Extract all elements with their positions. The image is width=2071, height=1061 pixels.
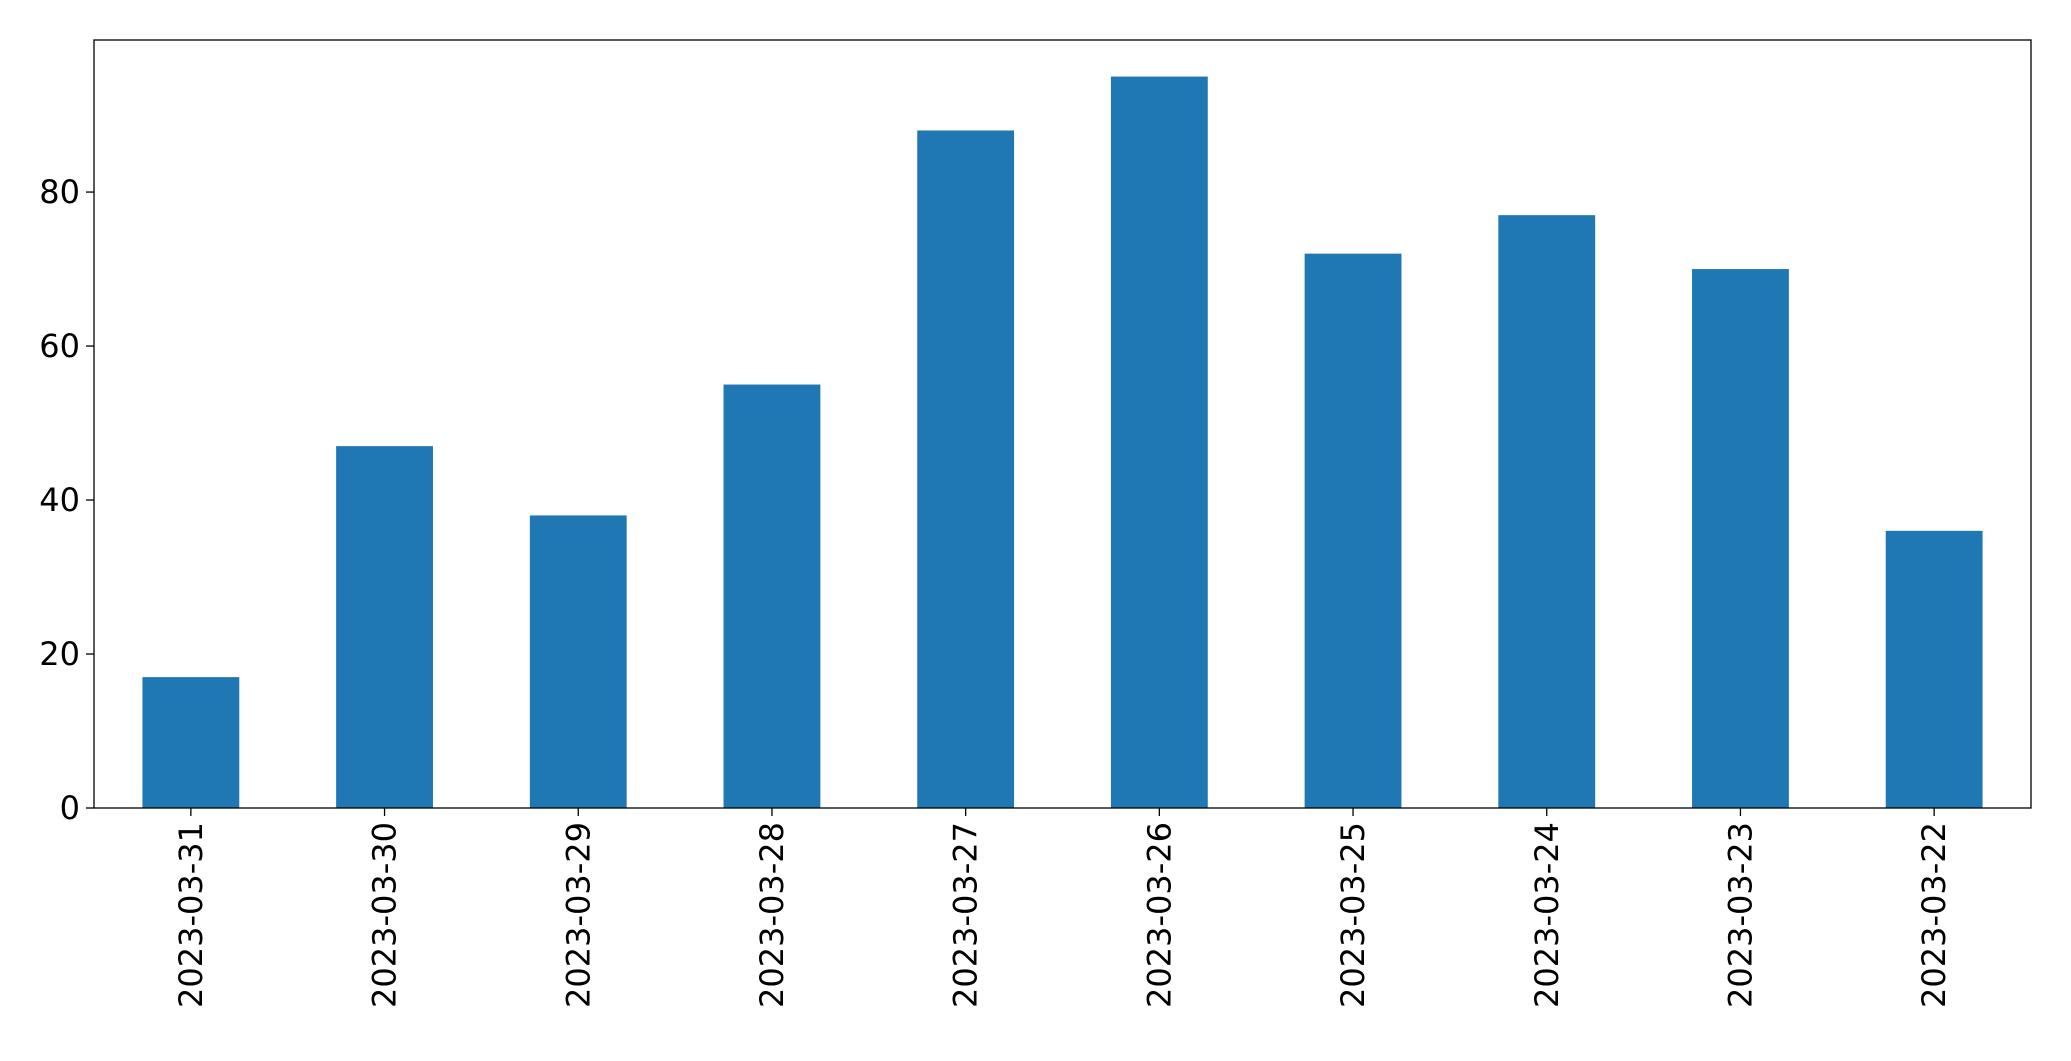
bar (529, 515, 627, 808)
y-tick-label: 40 (39, 481, 80, 519)
bar (1110, 76, 1208, 809)
y-tick-label: 20 (39, 635, 80, 673)
bar (1304, 253, 1402, 809)
x-tick-label: 2023-03-22 (1915, 822, 1953, 1008)
x-tick-label: 2023-03-25 (1334, 822, 1372, 1008)
plot-frame (93, 39, 2032, 809)
x-tick-label: 2023-03-24 (1528, 822, 1566, 1008)
x-tick-label: 2023-03-23 (1721, 822, 1759, 1008)
x-tick-label: 2023-03-31 (172, 822, 210, 1008)
x-tick-label: 2023-03-28 (753, 822, 791, 1008)
y-tick-label: 60 (39, 327, 80, 365)
bar (1885, 530, 1983, 808)
x-tick-label: 2023-03-26 (1140, 822, 1178, 1008)
bar (336, 446, 433, 808)
bar (1692, 269, 1789, 809)
y-tick-label: 0 (60, 789, 80, 827)
bar (917, 130, 1015, 808)
x-tick-label: 2023-03-27 (947, 822, 985, 1008)
bar (142, 677, 240, 808)
x-tick-label: 2023-03-29 (559, 822, 597, 1008)
bar (723, 384, 821, 808)
x-tick-label: 2023-03-30 (366, 822, 404, 1008)
y-tick-label: 80 (39, 173, 80, 211)
bar (1498, 215, 1596, 808)
